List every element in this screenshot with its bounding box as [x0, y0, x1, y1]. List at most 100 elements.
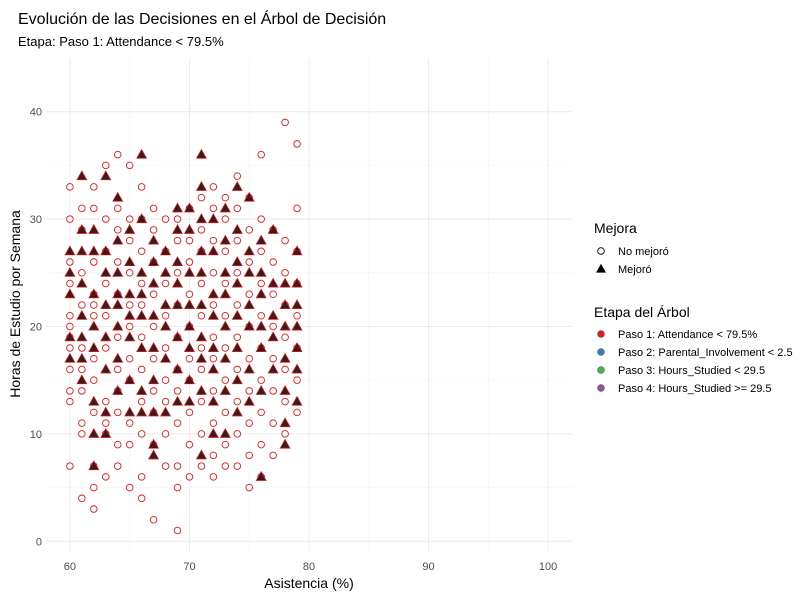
point-mejoro — [255, 384, 267, 395]
point-mejoro — [243, 191, 255, 202]
point-mejoro — [267, 223, 279, 234]
point-mejoro — [171, 277, 184, 288]
point-mejoro — [124, 309, 136, 320]
point-mejoro — [112, 191, 124, 202]
point-no-mejoro — [173, 269, 182, 277]
point-no-mejoro — [269, 354, 277, 363]
point-mejoro — [183, 299, 195, 309]
point-no-mejoro — [197, 344, 206, 352]
point-mejoro — [124, 406, 136, 417]
point-mejoro — [136, 266, 148, 277]
point-no-mejoro — [197, 226, 206, 234]
point-no-mejoro — [209, 204, 218, 213]
point-no-mejoro — [233, 269, 242, 277]
grid-lines — [46, 58, 572, 552]
point-mejoro — [255, 342, 267, 352]
legend-color-key — [597, 366, 605, 374]
point-no-mejoro — [161, 311, 170, 320]
point-mejoro — [124, 256, 136, 267]
point-no-mejoro — [78, 430, 86, 438]
point-mejoro — [64, 288, 76, 299]
point-no-mejoro — [185, 440, 194, 449]
point-no-mejoro — [113, 333, 122, 341]
point-no-mejoro — [245, 451, 253, 460]
point-no-mejoro — [209, 473, 218, 481]
point-mejoro — [100, 299, 112, 309]
point-mejoro — [88, 223, 100, 234]
point-mejoro — [183, 320, 195, 331]
point-mejoro — [136, 213, 148, 224]
point-no-mejoro — [137, 473, 146, 481]
shape-legend-title: Mejora — [594, 220, 637, 236]
point-mejoro — [88, 320, 100, 331]
point-no-mejoro — [269, 387, 277, 395]
point-mejoro — [171, 256, 184, 267]
point-mejoro — [112, 320, 124, 331]
point-no-mejoro — [233, 301, 242, 309]
point-no-mejoro — [209, 451, 218, 460]
point-mejoro — [112, 234, 124, 245]
point-mejoro — [136, 288, 148, 299]
point-mejoro — [183, 202, 195, 213]
color-legend-label: Paso 2: Parental_Involvement < 2.5 — [618, 347, 793, 359]
point-no-mejoro — [173, 483, 182, 492]
point-mejoro — [231, 374, 243, 385]
point-mejoro — [207, 395, 219, 406]
point-no-mejoro — [209, 269, 218, 277]
point-no-mejoro — [66, 258, 74, 266]
point-mejoro — [160, 299, 172, 309]
point-mejoro — [267, 331, 279, 342]
point-mejoro — [243, 245, 255, 256]
point-mejoro — [88, 342, 100, 352]
point-no-mejoro — [125, 419, 134, 427]
point-no-mejoro — [209, 301, 218, 309]
point-mejoro — [100, 170, 112, 181]
point-mejoro — [207, 213, 219, 224]
point-no-mejoro — [257, 215, 265, 223]
point-no-mejoro — [137, 397, 146, 406]
point-no-mejoro — [185, 258, 194, 266]
point-no-mejoro — [245, 387, 253, 395]
point-no-mejoro — [293, 140, 301, 148]
point-no-mejoro — [161, 344, 170, 352]
point-mejoro — [279, 417, 291, 428]
point-no-mejoro — [78, 365, 86, 374]
point-no-mejoro — [90, 311, 98, 320]
point-no-mejoro — [221, 344, 230, 352]
point-mejoro — [243, 266, 255, 277]
point-no-mejoro — [66, 365, 74, 374]
point-mejoro — [112, 288, 124, 299]
point-no-mejoro — [257, 440, 265, 449]
point-mejoro — [100, 406, 112, 417]
point-mejoro — [291, 342, 303, 352]
point-mejoro — [267, 363, 279, 374]
legend-circle-key — [597, 247, 605, 255]
chart-title: Evolución de las Decisiones en el Árbol … — [18, 9, 386, 28]
point-mejoro — [207, 427, 219, 438]
point-mejoro — [291, 320, 303, 331]
point-mejoro — [148, 309, 160, 320]
point-mejoro — [76, 170, 88, 181]
point-no-mejoro — [281, 118, 289, 127]
y-axis-title: Horas de Estudio por Semana — [7, 210, 23, 398]
point-no-mejoro — [209, 333, 218, 341]
point-no-mejoro — [90, 505, 98, 513]
point-mejoro — [136, 384, 148, 395]
point-no-mejoro — [269, 419, 277, 427]
y-tick-label: 30 — [30, 214, 42, 226]
point-no-mejoro — [245, 419, 253, 427]
y-tick-label: 10 — [30, 429, 42, 441]
point-no-mejoro — [185, 354, 194, 363]
point-no-mejoro — [173, 215, 182, 223]
point-no-mejoro — [125, 440, 134, 449]
point-no-mejoro — [113, 150, 122, 159]
point-no-mejoro — [66, 183, 74, 191]
point-mejoro — [171, 202, 184, 213]
point-no-mejoro — [102, 215, 110, 223]
point-no-mejoro — [149, 204, 158, 213]
point-no-mejoro — [113, 258, 122, 266]
point-mejoro — [183, 374, 195, 385]
point-no-mejoro — [197, 365, 206, 374]
point-no-mejoro — [233, 430, 242, 438]
point-no-mejoro — [149, 322, 158, 331]
